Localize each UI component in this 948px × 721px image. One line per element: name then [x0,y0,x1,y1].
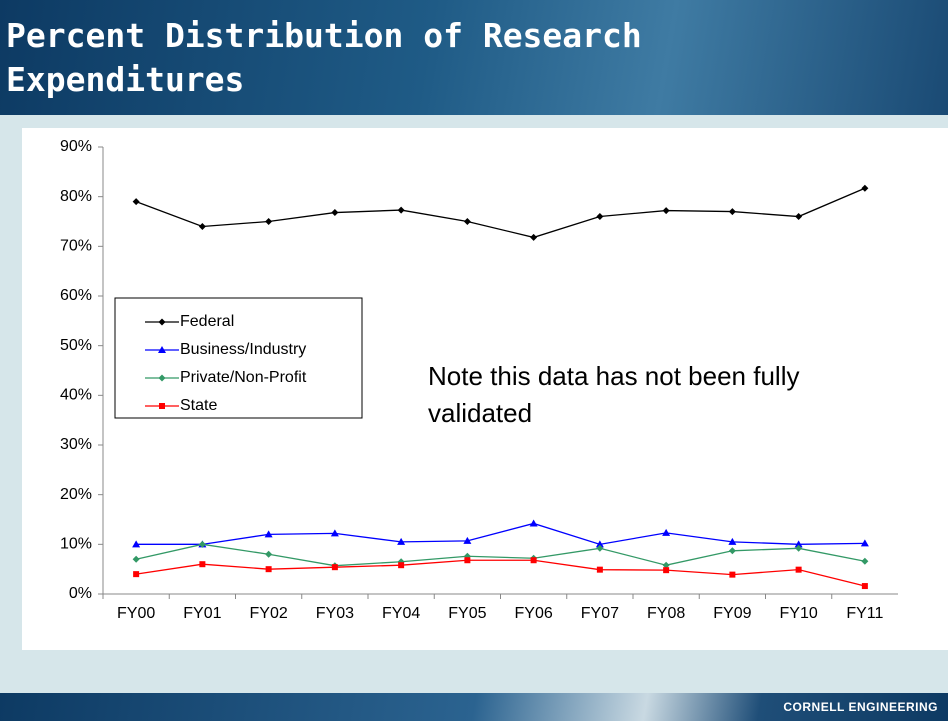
data-point [330,529,339,537]
data-point [596,544,604,552]
data-point [530,233,538,241]
y-tick-label: 50% [60,337,92,354]
data-point [795,566,802,573]
legend-marker [159,403,165,409]
data-point [860,539,869,547]
data-point [663,567,670,574]
x-tick-label: FY09 [713,605,751,622]
data-point [728,547,736,555]
data-point [596,213,604,221]
legend-label: Business/Industry [180,341,306,358]
data-point [728,208,736,216]
annotation: Note this data has not been fully valida… [428,361,800,428]
data-point [662,207,670,215]
legend-label: State [180,397,217,414]
y-tick-label: 70% [60,238,92,255]
x-tick-label: FY10 [780,605,818,622]
data-point [331,564,338,571]
data-point [331,209,339,217]
x-tick-label: FY01 [183,605,221,622]
data-point [662,561,670,569]
data-point [794,540,803,548]
data-point [265,566,272,573]
data-point [198,540,206,548]
x-tick-label: FY08 [647,605,685,622]
data-point [795,544,803,552]
y-tick-label: 10% [60,536,92,553]
data-point [861,184,869,192]
y-tick-label: 40% [60,387,92,404]
y-tick-label: 20% [60,486,92,503]
header-band: Percent Distribution of Research Expendi… [0,0,948,115]
data-point [861,583,868,590]
data-point [397,206,405,214]
legend-marker [158,346,166,353]
legend-box [114,297,363,419]
slide-title: Percent Distribution of Research Expendi… [6,16,642,99]
data-point [529,519,538,527]
data-point [464,557,471,564]
x-tick-label: FY07 [581,605,619,622]
data-point [662,528,671,536]
data-point [199,561,206,568]
x-tick-label: FY04 [382,605,420,622]
data-point [264,530,273,538]
series-line [136,559,866,587]
y-tick-label: 0% [69,585,92,602]
data-point [595,540,604,548]
data-point [728,537,737,545]
data-point [463,218,471,225]
data-point [265,550,273,558]
data-point [463,536,472,544]
data-point [132,555,140,563]
data-point [729,571,736,578]
data-point [398,562,405,569]
x-tick-label: FY05 [448,605,486,622]
data-point [198,222,206,230]
series-line [136,522,865,546]
data-point [596,566,603,573]
x-tick-label: FY00 [117,605,155,622]
y-tick-label: 30% [60,436,92,453]
legend-label: Private/Non-Profit [180,369,307,386]
data-point [795,213,803,221]
legend-marker [158,374,166,382]
y-tick-label: 80% [60,188,92,205]
y-tick-label: 60% [60,287,92,304]
data-point [133,571,140,578]
x-tick-label: FY03 [316,605,354,622]
data-point [265,218,273,225]
data-point [132,540,141,548]
x-tick-label: FY02 [250,605,288,622]
legend-label: Federal [180,313,234,330]
legend-marker [158,318,166,326]
footer-text: CORNELL ENGINEERING [783,700,938,714]
series-line [135,543,865,567]
data-point [397,537,406,545]
y-tick-label: 90% [60,138,92,155]
data-point [530,557,537,564]
data-point [861,557,869,565]
x-tick-label: FY11 [846,605,883,622]
x-tick-label: FY06 [515,605,553,622]
series-line [135,187,866,239]
footer-band: CORNELL ENGINEERING [0,693,948,721]
data-point [132,198,140,206]
